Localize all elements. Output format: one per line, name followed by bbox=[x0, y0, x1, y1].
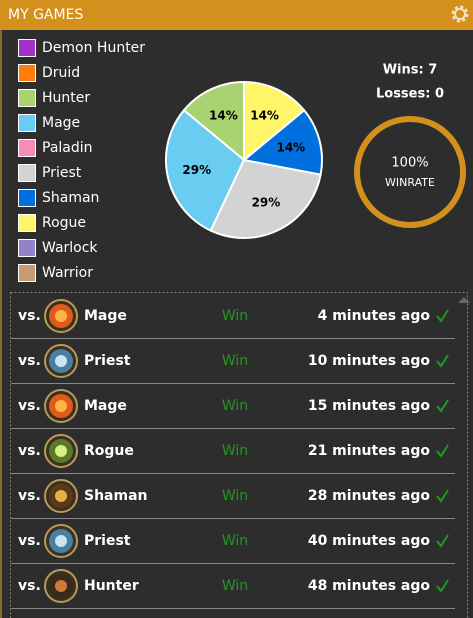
left-border bbox=[0, 30, 2, 618]
legend-swatch bbox=[18, 39, 36, 57]
legend-swatch bbox=[18, 189, 36, 207]
wins: Wins: 7 bbox=[383, 63, 438, 78]
legend-label: Mage bbox=[42, 115, 80, 131]
legend-label: Priest bbox=[42, 165, 82, 181]
result: Win bbox=[222, 353, 248, 369]
result: Win bbox=[222, 488, 248, 504]
time: 48 minutes ago bbox=[308, 578, 431, 594]
time: 21 minutes ago bbox=[308, 443, 431, 459]
result: Win bbox=[222, 578, 248, 594]
hero-icon-glow bbox=[55, 535, 67, 547]
legend-label: Paladin bbox=[42, 140, 93, 156]
vs-prefix: vs. bbox=[18, 398, 41, 414]
legend-label: Demon Hunter bbox=[42, 40, 145, 56]
game-row[interactable]: vs. Hunter Win 48 minutes ago bbox=[18, 569, 449, 603]
losses: Losses: 0 bbox=[376, 87, 444, 102]
pie-slice bbox=[182, 80, 245, 163]
game-row[interactable]: vs. Mage Win 4 minutes ago bbox=[18, 299, 449, 333]
check-icon bbox=[436, 579, 449, 593]
header-bar bbox=[0, 0, 473, 30]
slice-label: 14% bbox=[209, 109, 238, 123]
settings-icon[interactable] bbox=[451, 5, 469, 23]
vs-prefix: vs. bbox=[18, 533, 41, 549]
check-icon bbox=[436, 534, 449, 548]
vs-prefix: vs. bbox=[18, 578, 41, 594]
vs-prefix: vs. bbox=[18, 353, 41, 369]
game-row[interactable]: vs. Shaman Win 28 minutes ago bbox=[18, 479, 449, 513]
result: Win bbox=[222, 533, 248, 549]
legend-label: Shaman bbox=[42, 190, 99, 206]
result: Win bbox=[222, 398, 248, 414]
opponent: Hunter bbox=[84, 578, 139, 594]
vs-prefix: vs. bbox=[18, 488, 41, 504]
hero-icon-glow bbox=[55, 580, 67, 592]
legend-label: Rogue bbox=[42, 215, 86, 231]
slice-label: 14% bbox=[276, 140, 305, 154]
slice-label: 29% bbox=[182, 163, 211, 177]
time: 28 minutes ago bbox=[308, 488, 431, 504]
opponent: Mage bbox=[84, 308, 127, 324]
hero-icon-glow bbox=[55, 490, 67, 502]
opponent: Priest bbox=[84, 533, 131, 549]
legend-swatch bbox=[18, 139, 36, 157]
slice-label: 14% bbox=[250, 109, 279, 123]
legend-label: Druid bbox=[42, 65, 80, 81]
game-row[interactable]: vs. Mage Win 15 minutes ago bbox=[18, 389, 449, 423]
legend-swatch bbox=[18, 264, 36, 282]
opponent: Mage bbox=[84, 398, 127, 414]
game-row[interactable]: vs. Priest Win 40 minutes ago bbox=[18, 524, 449, 558]
check-icon bbox=[436, 444, 449, 458]
legend-swatch bbox=[18, 64, 36, 82]
check-icon bbox=[436, 399, 449, 413]
legend-label: Warrior bbox=[42, 265, 93, 281]
winrate-label: WINRATE bbox=[385, 176, 435, 189]
legend-swatch bbox=[18, 164, 36, 182]
check-icon bbox=[436, 309, 449, 323]
winrate-value: 100% bbox=[391, 156, 428, 171]
hero-icon-glow bbox=[55, 400, 67, 412]
legend-swatch bbox=[18, 214, 36, 232]
check-icon bbox=[436, 489, 449, 503]
slice-label: 29% bbox=[252, 196, 281, 210]
scroll-up[interactable] bbox=[458, 297, 470, 303]
pie-slice bbox=[241, 108, 323, 176]
legend-swatch bbox=[18, 239, 36, 257]
gear-ring bbox=[454, 8, 466, 20]
games-box bbox=[10, 292, 468, 618]
time: 40 minutes ago bbox=[308, 533, 431, 549]
pie-slice bbox=[209, 158, 322, 239]
hero-icon-glow bbox=[55, 310, 67, 322]
opponent: Rogue bbox=[84, 443, 134, 459]
opponent: Priest bbox=[84, 353, 131, 369]
winrate-ring bbox=[354, 116, 466, 228]
gear-teeth bbox=[451, 5, 469, 23]
vs-prefix: vs. bbox=[18, 308, 41, 324]
header-title: MY GAMES bbox=[8, 7, 83, 23]
time: 15 minutes ago bbox=[308, 398, 431, 414]
vs-prefix: vs. bbox=[18, 443, 41, 459]
legend-label: Hunter bbox=[42, 90, 90, 106]
legend-swatch bbox=[18, 114, 36, 132]
opponent: Shaman bbox=[84, 488, 148, 504]
result: Win bbox=[222, 443, 248, 459]
hero-icon-glow bbox=[55, 445, 67, 457]
pie-slice bbox=[243, 80, 306, 163]
result: Win bbox=[222, 308, 248, 324]
game-row[interactable]: vs. Priest Win 10 minutes ago bbox=[18, 344, 449, 378]
legend-swatch bbox=[18, 89, 36, 107]
time: 10 minutes ago bbox=[308, 353, 431, 369]
time: 4 minutes ago bbox=[318, 308, 431, 324]
check-icon bbox=[436, 354, 449, 368]
hero-icon-glow bbox=[55, 355, 67, 367]
legend-label: Warlock bbox=[42, 240, 98, 256]
game-row[interactable]: vs. Rogue Win 21 minutes ago bbox=[18, 434, 449, 468]
